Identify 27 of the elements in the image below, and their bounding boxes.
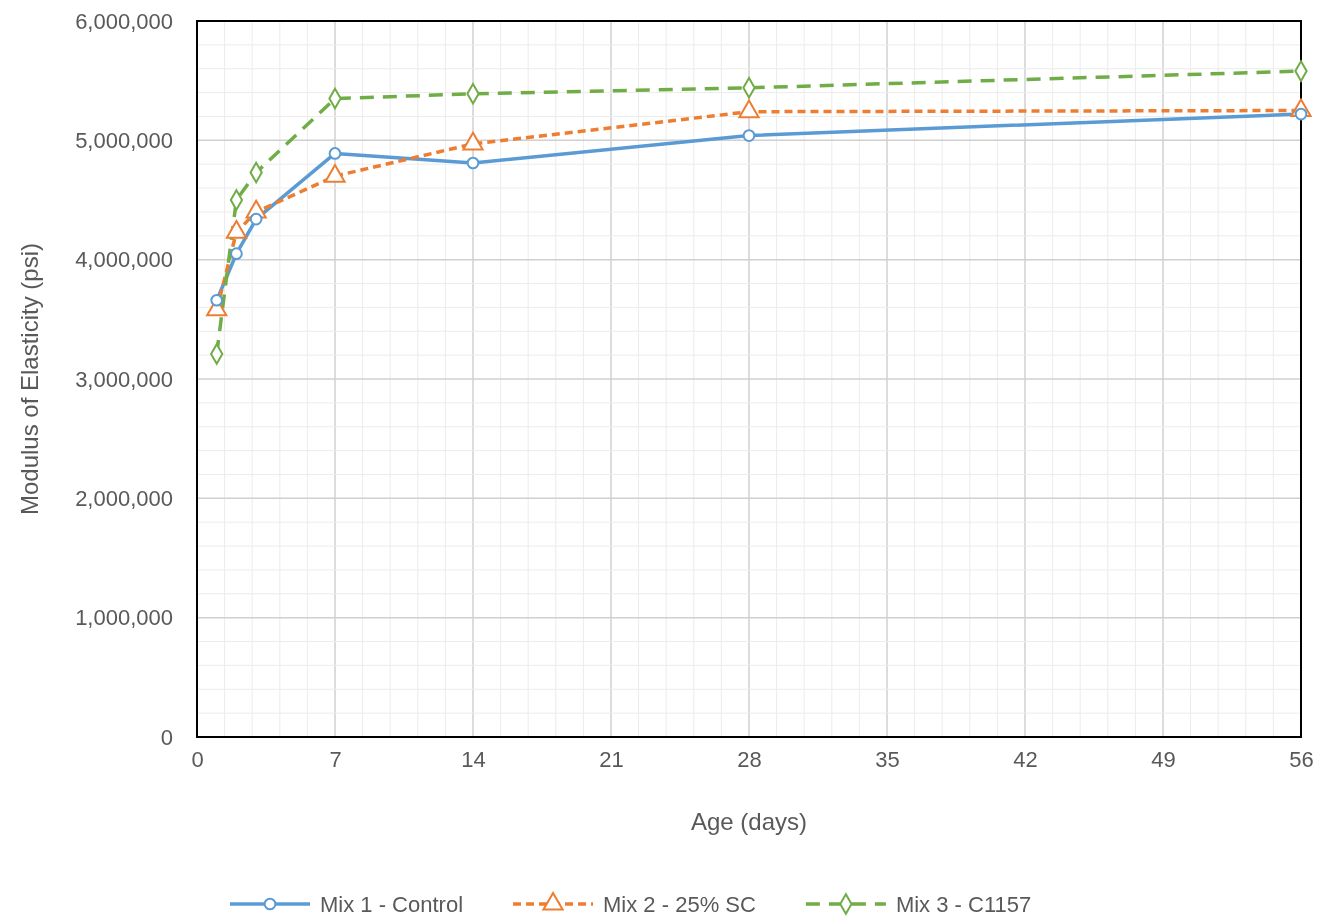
x-tick-label: 21 [599,746,624,772]
legend-label: Mix 3 - C1157 [895,892,1032,917]
x-tick-label: 0 [191,746,204,772]
x-tick-label: 56 [1289,746,1314,772]
x-tick-label: 35 [875,746,900,772]
x-tick-label: 49 [1151,746,1176,772]
point [210,293,224,307]
x-tick-label: 42 [1013,746,1038,772]
x-tick-label: 14 [461,746,486,772]
point [249,212,263,226]
x-tick-label: 28 [737,746,762,772]
y-tick-label: 5,000,000 [75,127,173,153]
legend-label: Mix 2 - 25% SC [603,892,756,917]
point [466,156,480,170]
y-tick-label: 3,000,000 [75,366,173,392]
point [230,247,243,261]
x-tick-label: 7 [329,746,342,772]
legend-label: Mix 1 - Control [320,892,464,917]
y-tick-label: 2,000,000 [75,485,173,511]
y-axis-title: Modulus of Elasticity (psi) [16,242,43,516]
x-axis-title: Age (days) [690,808,808,835]
point [742,129,756,142]
y-tick-label: 6,000,000 [75,8,173,34]
point [328,147,342,160]
y-tick-label: 1,000,000 [75,605,173,631]
y-tick-label: 4,000,000 [75,247,173,273]
y-tick-label: 0 [160,724,173,750]
